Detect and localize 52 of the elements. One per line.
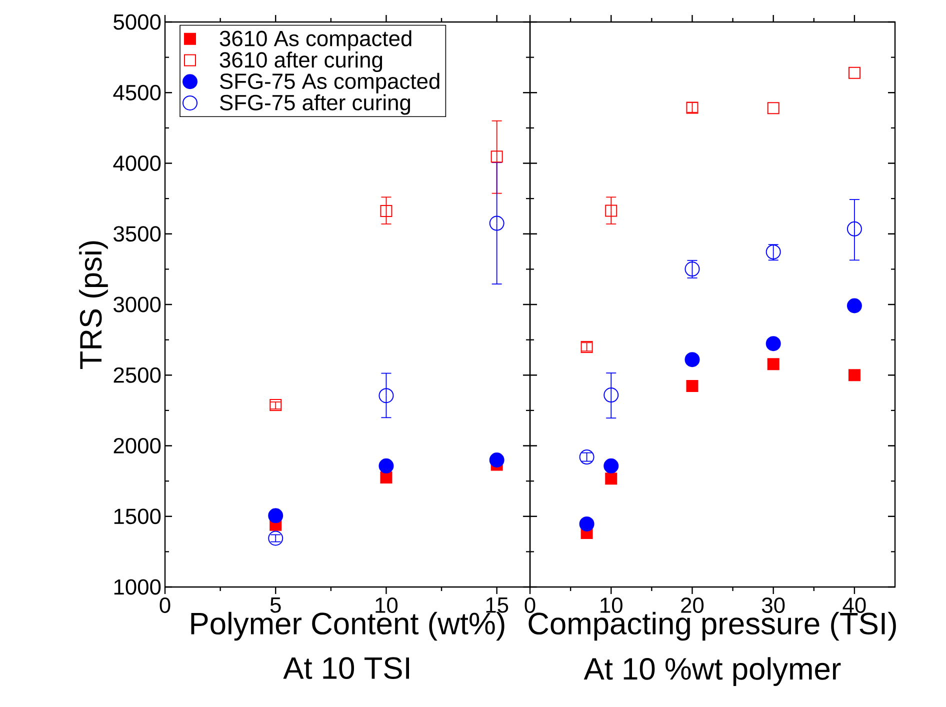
y-tick-label: 2500: [114, 367, 161, 383]
point: [605, 472, 618, 485]
point: [766, 336, 781, 352]
x-tick-label: 20: [681, 597, 704, 614]
point: [846, 298, 862, 314]
x-tick-label: 5: [270, 598, 281, 613]
x-axis-title: Compacting pressure (TSI): [528, 612, 896, 641]
point: [489, 452, 504, 468]
point: [380, 204, 392, 217]
x-tick-label: 0: [524, 597, 536, 614]
y-tick-label: 4500: [113, 84, 161, 100]
text: At 10 %wt polymer: [584, 657, 841, 686]
y-axis-title: TRS (psi): [79, 241, 108, 369]
text: At 10 TSI: [283, 657, 410, 680]
x-tick-label: 10: [376, 598, 398, 614]
y-tick-label: 3000: [114, 296, 161, 312]
x-tick-label: 15: [486, 598, 508, 613]
point: [270, 399, 282, 412]
point: [848, 66, 860, 79]
point: [684, 352, 700, 368]
point: [604, 458, 619, 474]
point: [268, 530, 284, 546]
point: [579, 516, 594, 532]
point: [380, 472, 392, 484]
point: [378, 458, 394, 474]
x-tick-label: 0: [160, 598, 170, 614]
legend-label: SFG-75 after curing: [220, 94, 410, 115]
point: [579, 450, 594, 465]
point: [605, 204, 618, 217]
y-tick-label: 3500: [114, 226, 161, 242]
point: [489, 216, 504, 231]
x-tick-label: 30: [762, 597, 785, 614]
point: [846, 221, 862, 236]
point: [767, 102, 780, 114]
y-tick-label: 1000: [114, 579, 161, 595]
point: [767, 358, 780, 370]
point: [686, 380, 698, 392]
x-axis-title: Polymer Content (wt%): [191, 612, 504, 641]
legend-label: 3610 after curing: [220, 52, 382, 72]
point: [848, 369, 860, 382]
y-tick-label: 5000: [114, 14, 161, 30]
y-tick-label: 4000: [113, 155, 161, 171]
point: [378, 388, 394, 404]
legend-label: 3610 As compacted: [220, 30, 412, 51]
point: [490, 150, 503, 163]
legend-label: SFG-75 As compacted: [220, 72, 440, 94]
point: [604, 388, 619, 403]
x-tick-label: 40: [842, 597, 866, 614]
y-tick-label: 2000: [114, 438, 161, 454]
y-tick-label: 1500: [114, 508, 161, 524]
x-tick-label: 10: [600, 597, 622, 614]
point: [268, 508, 284, 524]
